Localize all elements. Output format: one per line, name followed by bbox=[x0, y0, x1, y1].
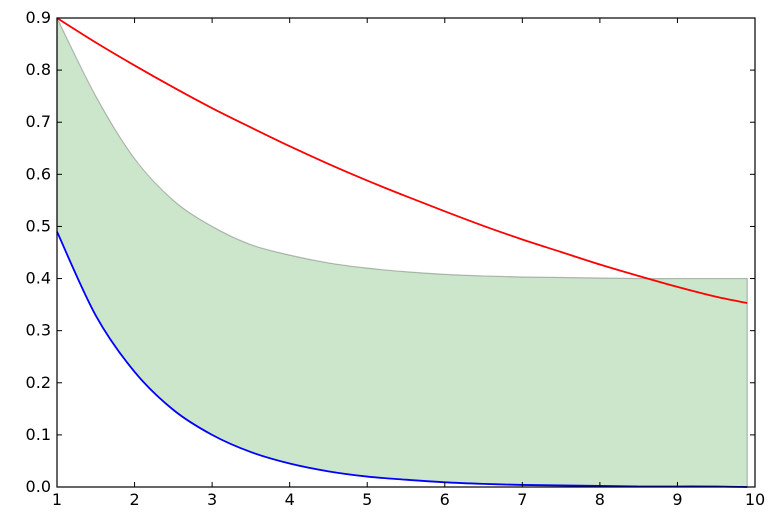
x-tick-label: 5 bbox=[362, 490, 372, 509]
x-tick-label: 7 bbox=[517, 490, 527, 509]
x-tick-label: 2 bbox=[129, 490, 139, 509]
y-tick-label: 0.5 bbox=[26, 216, 51, 235]
y-tick-label: 0.3 bbox=[26, 321, 51, 340]
x-tick-label: 9 bbox=[672, 490, 682, 509]
fill-layer bbox=[56, 17, 748, 488]
plot-frame bbox=[56, 17, 756, 488]
tick-layer bbox=[56, 17, 756, 488]
y-tick-label: 0.8 bbox=[26, 60, 51, 79]
y-tick-labels: 0.0 0.1 0.2 0.3 0.4 0.5 0.6 0.7 0.8 0.9 bbox=[26, 8, 51, 496]
series-2-band bbox=[56, 17, 748, 488]
y-tick-label: 0.1 bbox=[26, 425, 51, 444]
x-tick-label: 8 bbox=[595, 490, 605, 509]
x-tick-label: 6 bbox=[440, 490, 450, 509]
x-tick-labels: 1 2 3 4 5 6 7 8 9 10 bbox=[52, 490, 765, 509]
x-tick-label: 3 bbox=[207, 490, 217, 509]
y-tick-label: 0.6 bbox=[26, 164, 51, 183]
x-tick-label: 1 bbox=[52, 490, 62, 509]
y-tick-label: 0.7 bbox=[26, 112, 51, 131]
x-tick-label: 4 bbox=[285, 490, 295, 509]
y-tick-label: 0.9 bbox=[26, 8, 51, 27]
y-tick-label: 0.0 bbox=[26, 477, 51, 496]
series-0-line bbox=[56, 17, 748, 304]
y-tick-label: 0.4 bbox=[26, 269, 51, 288]
x-tick-label: 10 bbox=[745, 490, 765, 509]
y-tick-label: 0.2 bbox=[26, 373, 51, 392]
